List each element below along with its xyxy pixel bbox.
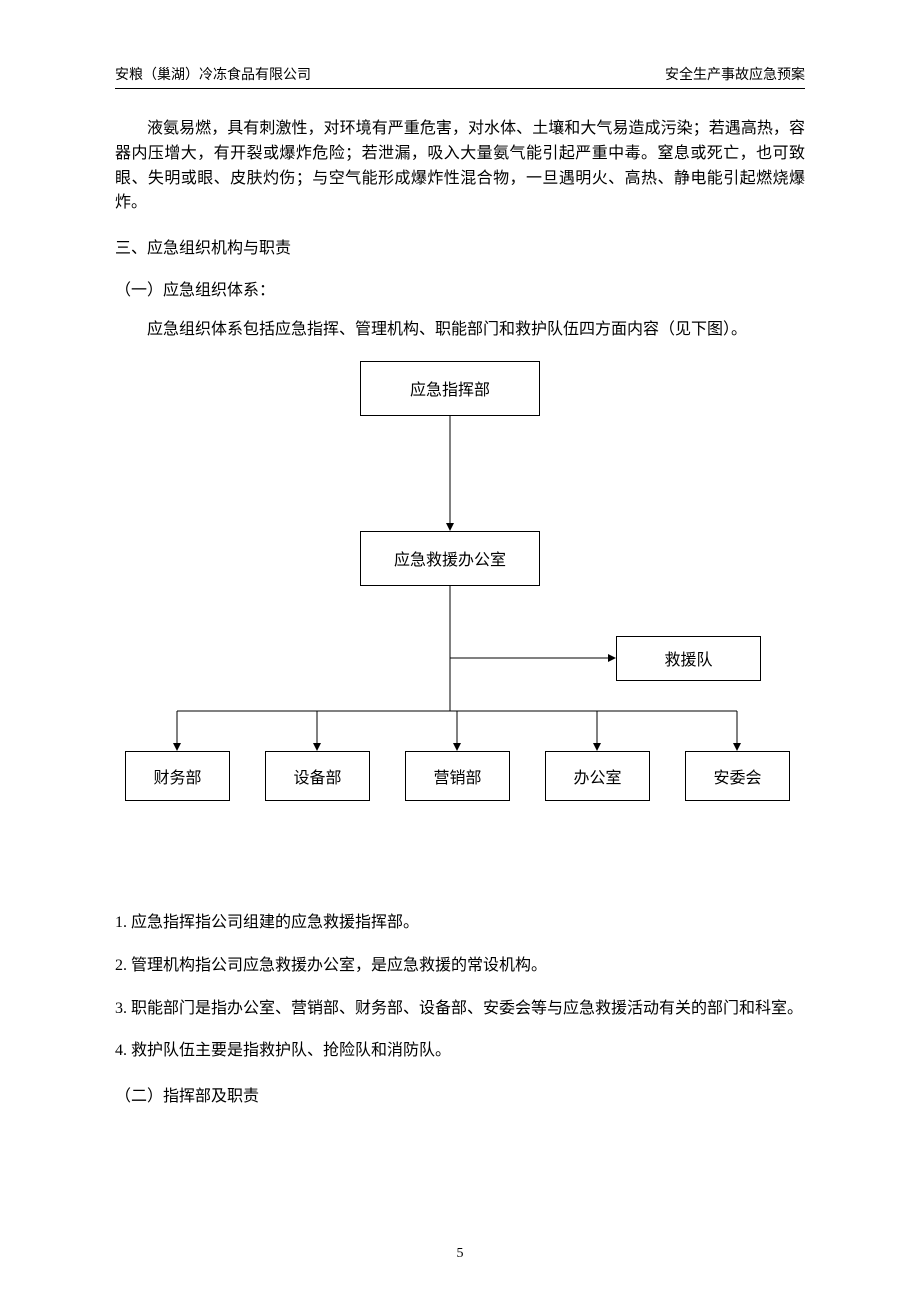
node-rescue-office: 应急救援办公室 — [360, 531, 540, 586]
numbered-item-1: 1. 应急指挥指公司组建的应急救援指挥部。 — [115, 911, 805, 936]
node-office-dept: 办公室 — [545, 751, 650, 801]
header-left: 安粮（巢湖）冷冻食品有限公司 — [115, 64, 311, 84]
numbered-item-2: 2. 管理机构指公司应急救援办公室，是应急救援的常设机构。 — [115, 954, 805, 979]
header-rule — [115, 88, 805, 89]
node-label: 应急指挥部 — [410, 376, 490, 400]
node-command-hq: 应急指挥部 — [360, 361, 540, 416]
node-equipment-dept: 设备部 — [265, 751, 370, 801]
paragraph-intro: 液氨易燃，具有刺激性，对环境有严重危害，对水体、土壤和大气易造成污染；若遇高热，… — [115, 117, 805, 216]
paragraph-system-desc: 应急组织体系包括应急指挥、管理机构、职能部门和救护队伍四方面内容（见下图）。 — [115, 318, 805, 343]
node-rescue-team: 救援队 — [616, 636, 761, 681]
node-finance-dept: 财务部 — [125, 751, 230, 801]
org-flowchart: 应急指挥部 应急救援办公室 救援队 财务部 设备部 营销部 办公室 安委会 — [115, 361, 805, 871]
heading-section-3: 三、应急组织机构与职责 — [115, 234, 805, 258]
node-safety-committee: 安委会 — [685, 751, 790, 801]
page-number: 5 — [0, 1246, 920, 1262]
node-label: 办公室 — [573, 764, 621, 788]
node-label: 应急救援办公室 — [394, 546, 506, 570]
heading-3-2: （二）指挥部及职责 — [115, 1082, 805, 1106]
heading-3-1: （一）应急组织体系： — [115, 276, 805, 300]
page: 安粮（巢湖）冷冻食品有限公司 安全生产事故应急预案 液氨易燃，具有刺激性，对环境… — [0, 0, 920, 1302]
numbered-item-4: 4. 救护队伍主要是指救护队、抢险队和消防队。 — [115, 1039, 805, 1064]
node-label: 财务部 — [153, 764, 201, 788]
page-header: 安粮（巢湖）冷冻食品有限公司 安全生产事故应急预案 — [115, 64, 805, 88]
node-marketing-dept: 营销部 — [405, 751, 510, 801]
node-label: 救援队 — [664, 646, 712, 670]
node-label: 安委会 — [713, 764, 761, 788]
node-label: 设备部 — [293, 764, 341, 788]
header-right: 安全生产事故应急预案 — [665, 64, 805, 84]
node-label: 营销部 — [433, 764, 481, 788]
numbered-item-3: 3. 职能部门是指办公室、营销部、财务部、设备部、安委会等与应急救援活动有关的部… — [115, 997, 805, 1022]
